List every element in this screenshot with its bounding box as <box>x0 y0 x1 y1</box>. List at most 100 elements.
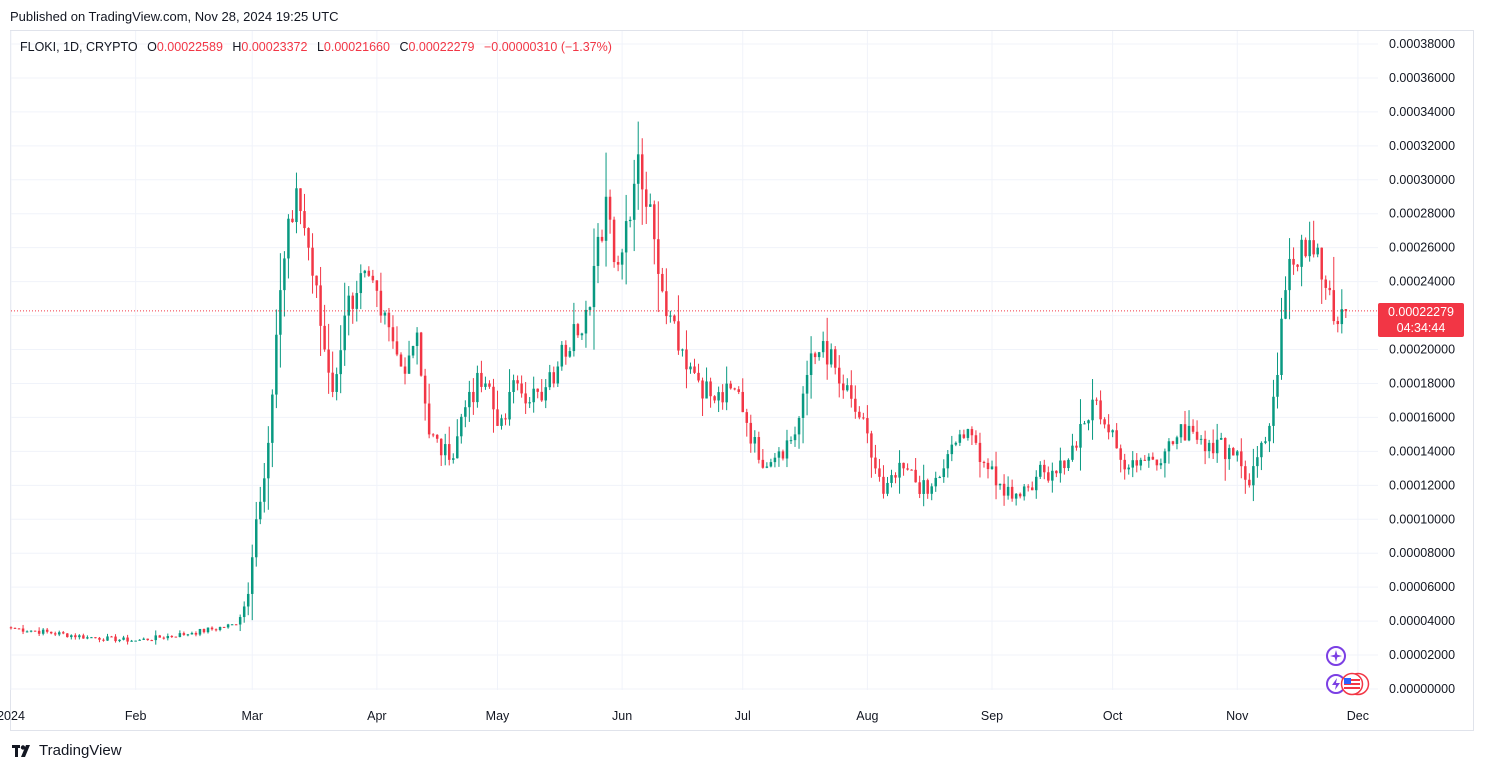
candle-body <box>1227 448 1231 460</box>
candle-body <box>1232 448 1235 456</box>
candle-body <box>689 366 692 370</box>
candle-body <box>106 636 109 641</box>
candle-body <box>1215 439 1219 454</box>
candle-body <box>572 324 576 352</box>
sparkle-icon[interactable] <box>1326 646 1346 666</box>
candle-body <box>1312 240 1315 255</box>
candle-body <box>592 265 596 308</box>
candle-body <box>126 637 129 642</box>
candle-body <box>1332 290 1336 322</box>
x-tick-label: Feb <box>125 709 147 723</box>
candle-body <box>982 462 986 464</box>
candle-body <box>1264 441 1267 443</box>
y-tick-label: 0.00010000 <box>1389 512 1455 526</box>
candle-body <box>532 388 535 403</box>
x-tick-label: Apr <box>367 709 386 723</box>
candle-body <box>287 218 290 259</box>
candle-body <box>234 624 238 626</box>
low-label: L <box>316 40 324 54</box>
candle-body <box>355 293 359 309</box>
candle-body <box>472 391 475 403</box>
candle-body <box>1143 459 1147 461</box>
candle-body <box>110 636 113 638</box>
candle-body <box>624 221 628 253</box>
candle-body <box>94 637 97 639</box>
candle-body <box>323 325 326 350</box>
candle-body <box>994 466 998 486</box>
candle-body <box>275 334 278 395</box>
candle-body <box>460 416 463 437</box>
candle-body <box>737 389 740 392</box>
candle-body <box>1288 258 1291 291</box>
y-tick-label: 0.00000000 <box>1389 682 1455 696</box>
candle-body <box>427 403 431 435</box>
candle-body <box>90 637 93 639</box>
candle-body <box>82 635 85 639</box>
candle-body <box>918 482 921 494</box>
candle-body <box>1059 460 1062 474</box>
candle-body <box>62 632 65 634</box>
candle-body <box>303 211 306 229</box>
candle-body <box>331 372 334 392</box>
candle-body <box>222 626 226 628</box>
y-tick-label: 0.00026000 <box>1389 241 1455 255</box>
x-tick-label: Aug <box>856 709 878 723</box>
candle-body <box>142 638 145 640</box>
candle-body <box>407 355 411 374</box>
candle-body <box>21 628 25 632</box>
candle-body <box>789 440 793 442</box>
x-tick-label: Mar <box>241 709 263 723</box>
candle-body <box>640 154 644 190</box>
candle-body <box>1107 424 1110 433</box>
candle-body <box>978 442 982 463</box>
candle-body <box>990 466 994 470</box>
candle-body <box>58 632 61 635</box>
candle-body <box>910 469 913 471</box>
candle-body <box>926 480 929 494</box>
x-tick-label: 2024 <box>0 709 25 723</box>
candle-body <box>367 270 371 276</box>
candle-body <box>922 480 925 494</box>
candle-body <box>315 275 318 286</box>
candle-body <box>801 393 805 418</box>
candle-body <box>669 315 672 317</box>
candle-body <box>817 352 821 358</box>
candle-body <box>456 436 459 459</box>
x-tick-label: Nov <box>1226 709 1249 723</box>
candle-body <box>1115 430 1118 449</box>
candle-body <box>902 462 905 469</box>
candle-body <box>1071 445 1074 460</box>
candle-body <box>1260 442 1263 458</box>
candle-body <box>793 434 797 441</box>
candle-body <box>1280 318 1283 375</box>
x-tick-label: Sep <box>981 709 1003 723</box>
candle-body <box>1147 456 1151 461</box>
candle-body <box>1219 438 1223 440</box>
candle-body <box>41 629 45 634</box>
tradingview-brand[interactable]: TradingView <box>12 742 122 759</box>
candle-body <box>1151 456 1155 460</box>
candle-body <box>263 478 266 502</box>
candle-body <box>1316 247 1319 255</box>
candle-body <box>464 407 467 417</box>
candle-body <box>1252 466 1255 486</box>
tradingview-logo-icon <box>12 744 30 757</box>
candle-body <box>1244 466 1247 480</box>
candle-body <box>616 262 620 265</box>
candle-body <box>854 398 857 412</box>
candle-body <box>576 324 580 336</box>
candle-body <box>709 381 712 397</box>
candle-body <box>78 635 81 638</box>
candle-body <box>632 183 636 220</box>
flag-icon[interactable] <box>1340 672 1370 696</box>
candle-body <box>162 637 166 639</box>
candle-body <box>556 366 560 384</box>
candle-body <box>488 383 491 387</box>
ohlc-legend: FLOKI, 1D, CRYPTO O0.00022589 H0.0002337… <box>20 40 612 54</box>
candle-body <box>600 236 604 241</box>
candle-body <box>620 252 624 265</box>
candle-body <box>1055 470 1058 474</box>
candle-body <box>210 627 214 630</box>
candle-body <box>291 218 294 223</box>
